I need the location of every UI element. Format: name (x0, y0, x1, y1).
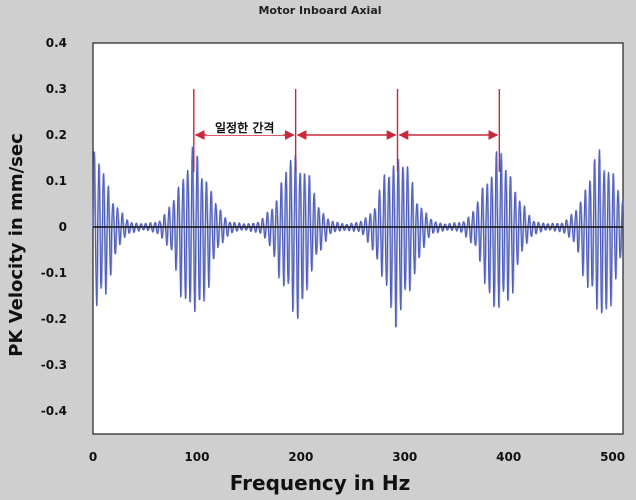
y-tick-label: -0.2 (41, 312, 67, 326)
annotation-layer: 일정한 간격 (193, 89, 501, 172)
x-tick-label: 0 (89, 450, 97, 464)
series-line (92, 146, 624, 328)
x-tick-label: 400 (496, 450, 521, 464)
y-tick-label: -0.4 (41, 404, 67, 418)
y-tick-label: -0.1 (41, 266, 67, 280)
x-axis-label: Frequency in Hz (230, 471, 410, 495)
y-tick-label: -0.3 (41, 358, 67, 372)
x-tick-label: 500 (600, 450, 625, 464)
y-tick-label: 0 (59, 220, 67, 234)
y-tick-label: 0.1 (46, 174, 67, 188)
chart-title: Motor Inboard Axial (258, 4, 381, 17)
y-tick-label: 0.2 (46, 128, 67, 142)
y-tick-label: 0.4 (46, 36, 67, 50)
series-line-shadow (93, 147, 625, 328)
y-tick-label: 0.3 (46, 82, 67, 96)
series-layer (92, 146, 625, 328)
y-axis-label: PK Velocity in mm/sec (6, 133, 27, 356)
x-axis-ticks: 0 100 200 300 400 500 (89, 450, 625, 464)
x-tick-label: 200 (288, 450, 313, 464)
x-tick-label: 100 (184, 450, 209, 464)
annotation-backing (206, 121, 283, 135)
y-axis-ticks: 0.4 0.3 0.2 0.1 0 -0.1 -0.2 -0.3 -0.4 (41, 36, 67, 418)
interval-annotation-label: 일정한 간격 (215, 120, 274, 135)
x-tick-label: 300 (392, 450, 417, 464)
